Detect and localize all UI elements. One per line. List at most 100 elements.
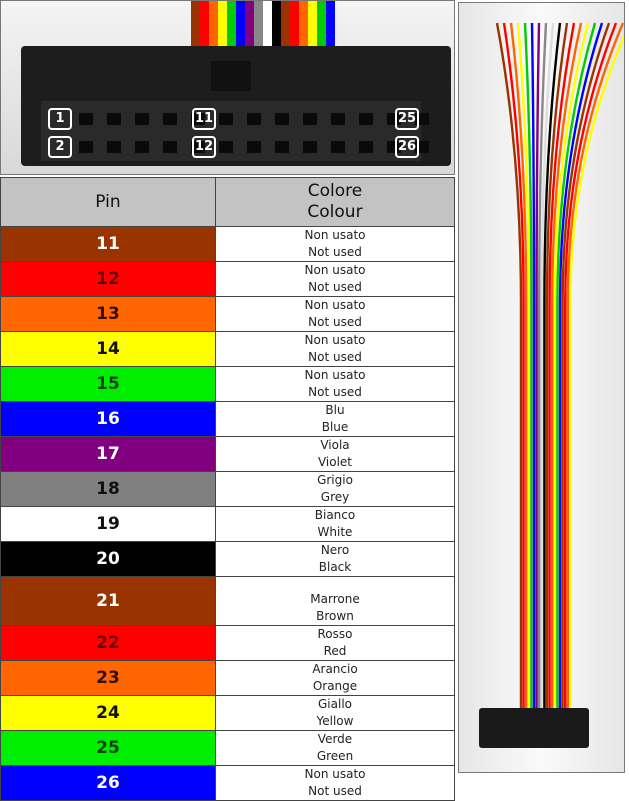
pin-cell: 26 [0,765,216,801]
cable-wire [495,22,523,715]
pin-hole [387,113,401,125]
colour-cell: Rosso Red [215,625,455,661]
header-pin: Pin [0,177,216,227]
pin-hole [331,141,345,153]
pin-cell: 11 [0,226,216,262]
pin-cell: 19 [0,506,216,542]
ribbon-wire [254,1,263,76]
colour-cell: Grigio Grey [215,471,455,507]
colour-cell: Arancio Orange [215,660,455,696]
colour-cell: Non usato Not used [215,366,455,402]
table-row: 17 Viola Violet [0,436,455,472]
colour-en: Red [323,644,347,658]
colour-it: Viola [320,438,350,452]
colour-en: Yellow [316,714,354,728]
pin-cell: 18 [0,471,216,507]
ribbon-wire [317,1,326,76]
colour-cell: Bianco White [215,506,455,542]
ribbon-wire [281,1,290,76]
colour-cell: Non usato Not used [215,261,455,297]
ribbon-wire [263,1,272,76]
table-row: 13 Non usato Not used [0,296,455,332]
colour-en: Not used [308,350,362,364]
colour-en: Green [316,749,354,763]
cable-wire [553,22,590,715]
pin-hole [275,141,289,153]
pin-label-12: 12 [192,136,216,158]
colour-en: Brown [316,609,354,623]
cable-wire [569,22,629,715]
pin-cell: 23 [0,660,216,696]
pin-hole [191,141,205,153]
colour-it: Giallo [318,697,352,711]
colour-it: Non usato [304,228,366,242]
colour-it: Verde [317,732,353,746]
pin-hole [163,141,177,153]
pin-cell: 12 [0,261,216,297]
colour-it: Non usato [304,333,366,347]
pin-hole [79,113,93,125]
pin-label-11: 11 [192,108,216,130]
cable-wire [566,22,625,715]
pin-hole [359,113,373,125]
colour-it: Non usato [304,368,366,382]
colour-it: Rosso [317,627,353,641]
cable-wire [551,22,583,715]
ribbon-wire [218,1,227,76]
colour-en: Blue [321,420,349,434]
pin-hole [107,141,121,153]
cable-wire [509,22,528,715]
connector-photo: 1 2 11 12 25 26 [0,0,455,175]
colour-cell: Non usato Not used [215,765,455,801]
cable-wire [535,22,541,715]
cable-wire [523,22,533,715]
ribbon-wire [227,1,236,76]
colour-it: Bianco [314,508,356,522]
colour-it: Nero [320,543,350,557]
ribbon-wire [236,1,245,76]
colour-en: Not used [308,280,362,294]
ribbon-wire [209,1,218,76]
pin-label-1: 1 [48,108,72,130]
colour-cell: Verde Green [215,730,455,766]
pin-cell: 16 [0,401,216,437]
cable-photo [458,2,629,773]
ribbon-wire [245,1,254,76]
table-row: 22 Rosso Red [0,625,455,661]
colour-en: Not used [308,245,362,259]
colour-en: Grey [320,490,350,504]
pin-hole [135,141,149,153]
cable-wire [545,22,569,715]
colour-cell: Non usato Not used [215,226,455,262]
pin-hole [247,141,261,153]
pin-hole [219,141,233,153]
pin-hole [107,113,121,125]
cable-wire [564,22,618,715]
pinout-table: Pin Colore Colour 11 Non usato Not used 12 No… [0,177,455,801]
pin-hole [331,113,345,125]
table-row: 25 Verde Green [0,730,455,766]
pin-hole [219,113,233,125]
colour-en: Not used [308,385,362,399]
cable-wire [548,22,576,715]
table-row: 16 Blu Blue [0,401,455,437]
pin-hole [387,141,401,153]
table-row: 19 Bianco White [0,506,455,542]
colour-cell: Nero Black [215,541,455,577]
colour-en: Not used [308,784,362,798]
cable-wire [502,22,525,715]
pin-cell: 24 [0,695,216,731]
table-row: 11 Non usato Not used [0,226,455,262]
ribbon-wire [191,1,200,76]
ribbon-cable-illustration [479,22,629,748]
pin-cell: 25 [0,730,216,766]
colour-it: Blu [325,403,345,417]
colour-cell: Marrone Brown [215,576,455,626]
colour-cell: Viola Violet [215,436,455,472]
ribbon-wire [326,1,335,76]
pin-hole [191,113,205,125]
pin-cell: 21 [0,576,216,626]
pin-cell: 20 [0,541,216,577]
pin-cell: 22 [0,625,216,661]
header-colour: Colore Colour [215,177,455,227]
